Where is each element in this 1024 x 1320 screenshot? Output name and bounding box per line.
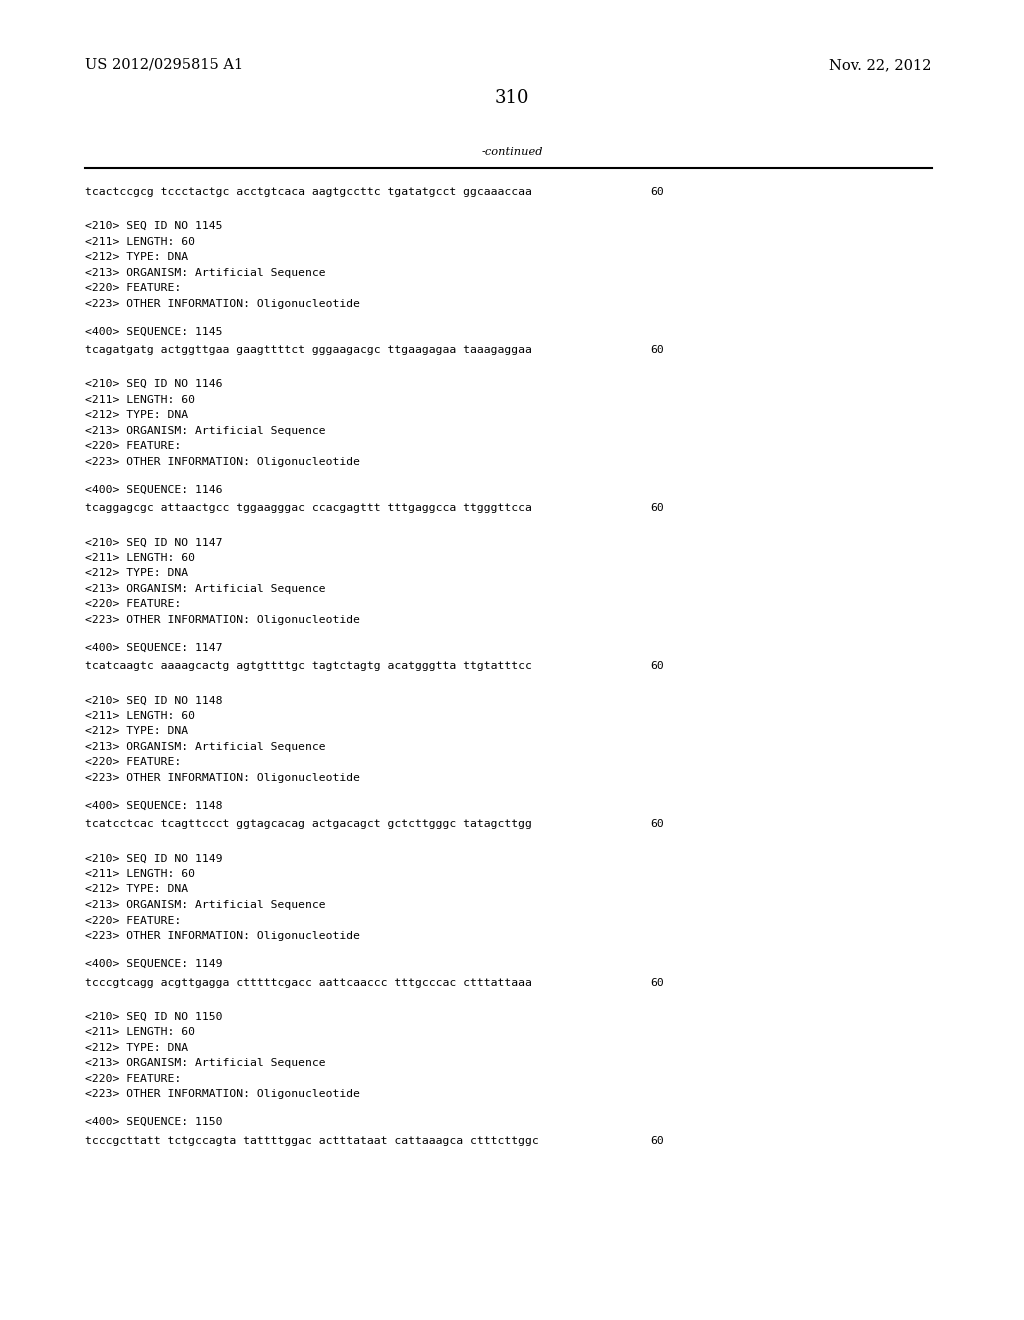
Text: <212> TYPE: DNA: <212> TYPE: DNA (85, 569, 188, 578)
Text: <213> ORGANISM: Artificial Sequence: <213> ORGANISM: Artificial Sequence (85, 583, 326, 594)
Text: tcagatgatg actggttgaa gaagttttct gggaagacgc ttgaagagaa taaagaggaa: tcagatgatg actggttgaa gaagttttct gggaaga… (85, 345, 531, 355)
Text: <210> SEQ ID NO 1146: <210> SEQ ID NO 1146 (85, 379, 222, 389)
Text: <223> OTHER INFORMATION: Oligonucleotide: <223> OTHER INFORMATION: Oligonucleotide (85, 457, 360, 467)
Text: tcatcctcac tcagttccct ggtagcacag actgacagct gctcttgggc tatagcttgg: tcatcctcac tcagttccct ggtagcacag actgaca… (85, 820, 531, 829)
Text: <213> ORGANISM: Artificial Sequence: <213> ORGANISM: Artificial Sequence (85, 742, 326, 752)
Text: 310: 310 (495, 88, 529, 107)
Text: <220> FEATURE:: <220> FEATURE: (85, 282, 181, 293)
Text: tcccgcttatt tctgccagta tattttggac actttataat cattaaagca ctttcttggc: tcccgcttatt tctgccagta tattttggac acttta… (85, 1135, 539, 1146)
Text: tcccgtcagg acgttgagga ctttttcgacc aattcaaccc tttgcccac ctttattaaa: tcccgtcagg acgttgagga ctttttcgacc aattca… (85, 978, 531, 987)
Text: <220> FEATURE:: <220> FEATURE: (85, 916, 181, 925)
Text: tcaggagcgc attaactgcc tggaagggac ccacgagttt tttgaggcca ttgggttcca: tcaggagcgc attaactgcc tggaagggac ccacgag… (85, 503, 531, 513)
Text: <211> LENGTH: 60: <211> LENGTH: 60 (85, 236, 195, 247)
Text: <400> SEQUENCE: 1147: <400> SEQUENCE: 1147 (85, 643, 222, 652)
Text: <220> FEATURE:: <220> FEATURE: (85, 1073, 181, 1084)
Text: <212> TYPE: DNA: <212> TYPE: DNA (85, 1043, 188, 1052)
Text: 60: 60 (650, 1135, 664, 1146)
Text: US 2012/0295815 A1: US 2012/0295815 A1 (85, 58, 243, 73)
Text: <400> SEQUENCE: 1150: <400> SEQUENCE: 1150 (85, 1117, 222, 1127)
Text: <213> ORGANISM: Artificial Sequence: <213> ORGANISM: Artificial Sequence (85, 425, 326, 436)
Text: 60: 60 (650, 187, 664, 197)
Text: <213> ORGANISM: Artificial Sequence: <213> ORGANISM: Artificial Sequence (85, 900, 326, 909)
Text: <400> SEQUENCE: 1146: <400> SEQUENCE: 1146 (85, 484, 222, 495)
Text: 60: 60 (650, 978, 664, 987)
Text: 60: 60 (650, 503, 664, 513)
Text: 60: 60 (650, 345, 664, 355)
Text: <210> SEQ ID NO 1145: <210> SEQ ID NO 1145 (85, 220, 222, 231)
Text: <212> TYPE: DNA: <212> TYPE: DNA (85, 726, 188, 737)
Text: tcatcaagtc aaaagcactg agtgttttgc tagtctagtg acatgggtta ttgtatttcc: tcatcaagtc aaaagcactg agtgttttgc tagtcta… (85, 661, 531, 672)
Text: <210> SEQ ID NO 1148: <210> SEQ ID NO 1148 (85, 696, 222, 705)
Text: 60: 60 (650, 661, 664, 672)
Text: <220> FEATURE:: <220> FEATURE: (85, 599, 181, 610)
Text: <400> SEQUENCE: 1148: <400> SEQUENCE: 1148 (85, 801, 222, 810)
Text: <212> TYPE: DNA: <212> TYPE: DNA (85, 884, 188, 895)
Text: 60: 60 (650, 820, 664, 829)
Text: <211> LENGTH: 60: <211> LENGTH: 60 (85, 1027, 195, 1038)
Text: <212> TYPE: DNA: <212> TYPE: DNA (85, 411, 188, 420)
Text: <223> OTHER INFORMATION: Oligonucleotide: <223> OTHER INFORMATION: Oligonucleotide (85, 931, 360, 941)
Text: <223> OTHER INFORMATION: Oligonucleotide: <223> OTHER INFORMATION: Oligonucleotide (85, 774, 360, 783)
Text: <223> OTHER INFORMATION: Oligonucleotide: <223> OTHER INFORMATION: Oligonucleotide (85, 298, 360, 309)
Text: tcactccgcg tccctactgc acctgtcaca aagtgccttc tgatatgcct ggcaaaccaa: tcactccgcg tccctactgc acctgtcaca aagtgcc… (85, 187, 531, 197)
Text: -continued: -continued (481, 147, 543, 157)
Text: <223> OTHER INFORMATION: Oligonucleotide: <223> OTHER INFORMATION: Oligonucleotide (85, 1089, 360, 1100)
Text: <211> LENGTH: 60: <211> LENGTH: 60 (85, 711, 195, 721)
Text: Nov. 22, 2012: Nov. 22, 2012 (829, 58, 932, 73)
Text: <212> TYPE: DNA: <212> TYPE: DNA (85, 252, 188, 263)
Text: <213> ORGANISM: Artificial Sequence: <213> ORGANISM: Artificial Sequence (85, 1059, 326, 1068)
Text: <400> SEQUENCE: 1145: <400> SEQUENCE: 1145 (85, 326, 222, 337)
Text: <211> LENGTH: 60: <211> LENGTH: 60 (85, 395, 195, 405)
Text: <210> SEQ ID NO 1149: <210> SEQ ID NO 1149 (85, 854, 222, 863)
Text: <213> ORGANISM: Artificial Sequence: <213> ORGANISM: Artificial Sequence (85, 268, 326, 277)
Text: <211> LENGTH: 60: <211> LENGTH: 60 (85, 869, 195, 879)
Text: <210> SEQ ID NO 1150: <210> SEQ ID NO 1150 (85, 1011, 222, 1022)
Text: <210> SEQ ID NO 1147: <210> SEQ ID NO 1147 (85, 537, 222, 548)
Text: <220> FEATURE:: <220> FEATURE: (85, 441, 181, 451)
Text: <211> LENGTH: 60: <211> LENGTH: 60 (85, 553, 195, 562)
Text: <223> OTHER INFORMATION: Oligonucleotide: <223> OTHER INFORMATION: Oligonucleotide (85, 615, 360, 624)
Text: <400> SEQUENCE: 1149: <400> SEQUENCE: 1149 (85, 958, 222, 969)
Text: <220> FEATURE:: <220> FEATURE: (85, 758, 181, 767)
